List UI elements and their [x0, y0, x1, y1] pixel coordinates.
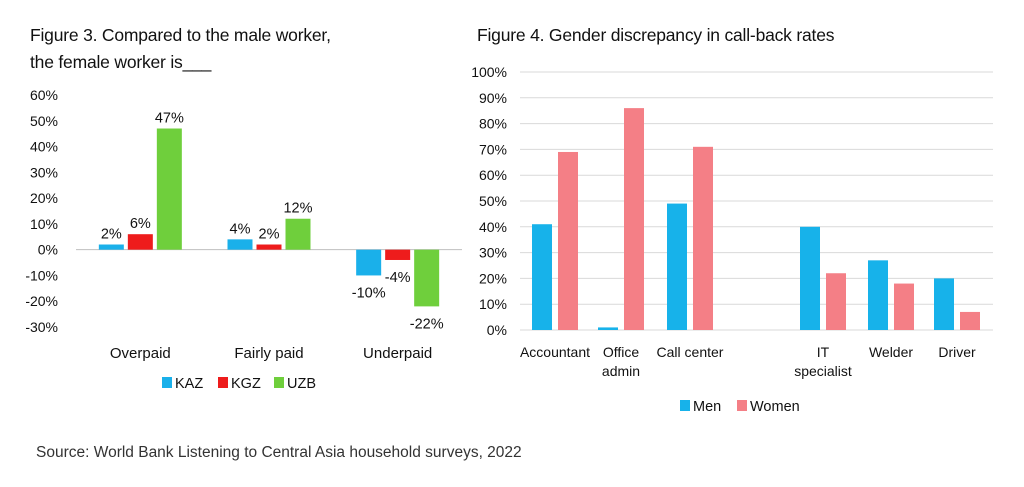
fig3-bar-kaz — [356, 249, 382, 276]
fig3-y-tick-label: -20% — [25, 293, 58, 309]
fig3-bar-kgz — [256, 244, 282, 250]
figure-3-title-line-2: the female worker is___ — [30, 52, 212, 72]
fig4-category-label: Welder — [869, 344, 913, 360]
fig4-category-label: Accountant — [520, 344, 590, 360]
fig3-y-tick-label: -30% — [25, 319, 58, 335]
fig3-y-tick-label: -10% — [25, 267, 58, 283]
fig3-data-label: 12% — [283, 201, 312, 217]
fig3-y-tick-label: 10% — [30, 216, 58, 232]
fig4-y-tick-label: 0% — [487, 322, 507, 338]
fig3-y-tick-label: 20% — [30, 190, 58, 206]
fig4-bar-men — [532, 224, 552, 330]
fig4-y-tick-label: 50% — [479, 193, 507, 209]
fig3-data-label: 47% — [155, 111, 184, 127]
fig3-data-label: -10% — [352, 285, 386, 301]
fig4-bar-women — [894, 283, 914, 330]
fig4-category-label: Office — [603, 344, 640, 360]
fig3-category-label: Overpaid — [110, 345, 171, 362]
fig4-category-label: IT — [817, 344, 830, 360]
fig4-bar-men — [934, 278, 954, 330]
fig4-category-label: Call center — [657, 344, 724, 360]
fig4-bar-men — [598, 327, 618, 330]
fig3-bar-kgz — [385, 249, 411, 260]
fig4-category-label: admin — [602, 363, 640, 379]
fig3-y-tick-label: 50% — [30, 113, 58, 129]
fig3-category-label: Fairly paid — [234, 345, 303, 362]
fig3-category-label: Underpaid — [363, 345, 432, 362]
figure-4-title: Figure 4. Gender discrepancy in call-bac… — [477, 25, 835, 45]
fig3-data-label: -4% — [385, 270, 411, 286]
fig3-y-tick-label: 40% — [30, 139, 58, 155]
fig4-bar-men — [868, 260, 888, 330]
fig3-bar-kgz — [127, 234, 153, 250]
fig4-y-tick-label: 90% — [479, 90, 507, 106]
fig4-y-tick-label: 60% — [479, 167, 507, 183]
figure-3-chart: 60% 50% 40% 30% 20% 10% 0% -10% -20% -30% 2% 6% 47% O… — [25, 87, 462, 392]
fig3-legend-swatch-kgz — [218, 377, 228, 388]
source-note: Source: World Bank Listening to Central … — [36, 444, 522, 461]
fig3-y-tick-label: 60% — [30, 87, 58, 103]
fig4-bar-women — [960, 311, 980, 330]
fig4-legend-label: Men — [693, 399, 721, 415]
figure-3-title-line-1: Figure 3. Compared to the male worker, — [30, 25, 331, 45]
fig4-y-tick-label: 80% — [479, 116, 507, 132]
fig4-category-label: specialist — [794, 363, 852, 379]
fig3-data-label: 2% — [101, 227, 122, 243]
fig3-bar-kaz — [227, 239, 253, 250]
fig3-legend-label: KGZ — [231, 376, 261, 392]
fig3-data-label: 2% — [259, 227, 280, 243]
fig3-legend-swatch-kaz — [162, 377, 172, 388]
fig3-bar-kaz — [98, 244, 124, 250]
fig4-legend-swatch-men — [680, 400, 690, 411]
fig3-legend-label: KAZ — [175, 376, 203, 392]
fig4-bar-men — [800, 226, 820, 330]
fig3-data-label: -22% — [410, 316, 444, 332]
fig4-bar-women — [558, 151, 578, 330]
fig4-legend-label: Women — [750, 399, 800, 415]
fig4-y-tick-label: 10% — [479, 296, 507, 312]
fig3-legend-swatch-uzb — [274, 377, 284, 388]
fig3-y-tick-label: 0% — [38, 242, 58, 258]
fig4-category-label: Driver — [938, 344, 976, 360]
fig4-y-tick-label: 100% — [471, 64, 507, 80]
fig4-y-tick-label: 40% — [479, 219, 507, 235]
fig4-legend-swatch-women — [737, 400, 747, 411]
fig4-bar-women — [826, 273, 846, 330]
fig4-y-tick-label: 70% — [479, 141, 507, 157]
fig4-y-tick-label: 30% — [479, 245, 507, 261]
fig4-bar-women — [624, 108, 644, 331]
fig3-y-tick-label: 30% — [30, 164, 58, 180]
fig3-bar-uzb — [285, 218, 311, 250]
fig3-bar-uzb — [156, 128, 182, 250]
figure-4-chart: 100% 90% 80% 70% 60% 50% 40% 30% 20% 10% 0% Account… — [471, 64, 993, 415]
fig3-data-label: 4% — [230, 221, 251, 237]
fig3-bar-uzb — [414, 249, 440, 307]
fig3-legend-label: UZB — [287, 376, 316, 392]
fig4-y-tick-label: 20% — [479, 270, 507, 286]
fig4-bar-men — [667, 203, 687, 330]
fig4-bar-women — [693, 146, 713, 330]
fig3-data-label: 6% — [130, 216, 151, 232]
